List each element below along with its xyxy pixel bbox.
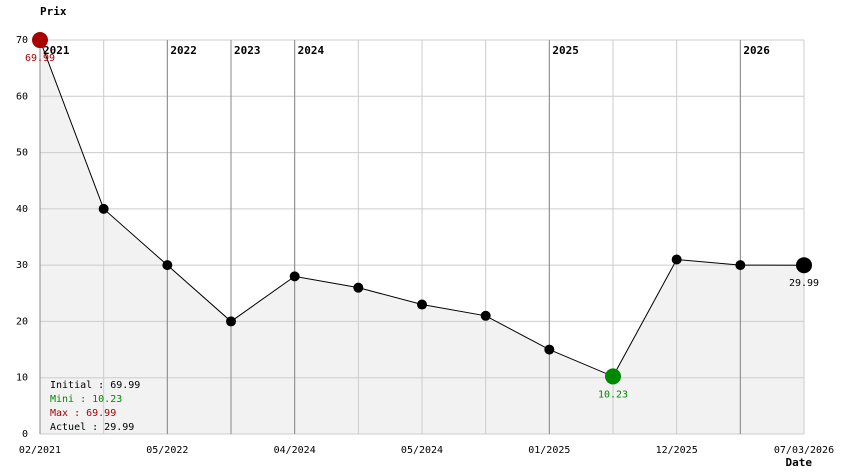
year-marker-label: 2021 — [43, 44, 70, 57]
data-point — [289, 271, 300, 282]
data-point — [605, 368, 621, 385]
data-point — [353, 282, 364, 293]
y-tick-label: 20 — [16, 316, 28, 327]
data-point — [796, 257, 812, 274]
x-tick-label: 05/2022 — [146, 445, 188, 456]
data-point — [735, 260, 746, 271]
year-marker-label: 2026 — [743, 44, 770, 57]
data-point — [671, 254, 682, 265]
y-tick-label: 70 — [16, 35, 28, 46]
data-point — [417, 299, 427, 310]
y-axis-label: Prix — [40, 5, 67, 18]
x-tick-label: 01/2025 — [528, 445, 570, 456]
y-tick-label: 60 — [16, 91, 28, 102]
x-tick-label: 04/2024 — [274, 445, 316, 456]
x-axis-label: Date — [786, 456, 813, 469]
x-tick-label: 12/2025 — [656, 445, 698, 456]
summary-entry: Max : 69.99 — [50, 408, 116, 419]
data-label: 69.99 — [25, 53, 55, 64]
summary-entry: Mini : 10.23 — [50, 394, 122, 405]
y-tick-label: 40 — [16, 204, 28, 215]
data-point — [32, 32, 48, 49]
data-point — [162, 260, 173, 271]
data-point — [226, 316, 236, 327]
data-label: 10.23 — [598, 389, 628, 400]
summary-entry: Actuel : 29.99 — [50, 422, 134, 433]
y-tick-label: 10 — [16, 373, 28, 384]
data-label: 29.99 — [789, 278, 819, 289]
year-marker-label: 2023 — [234, 44, 261, 57]
data-point — [544, 344, 555, 355]
y-tick-label: 0 — [22, 429, 28, 440]
y-tick-label: 30 — [16, 260, 28, 271]
data-point — [480, 310, 491, 321]
summary-entry: Initial : 69.99 — [50, 380, 140, 391]
data-point — [98, 203, 109, 214]
year-marker-label: 2022 — [170, 44, 197, 57]
x-tick-label: 05/2024 — [401, 445, 443, 456]
x-tick-label: 07/03/2026 — [774, 445, 834, 456]
year-marker-label: 2024 — [298, 44, 325, 57]
y-tick-label: 50 — [16, 148, 28, 159]
year-marker-label: 2025 — [552, 44, 579, 57]
x-tick-label: 02/2021 — [19, 445, 61, 456]
